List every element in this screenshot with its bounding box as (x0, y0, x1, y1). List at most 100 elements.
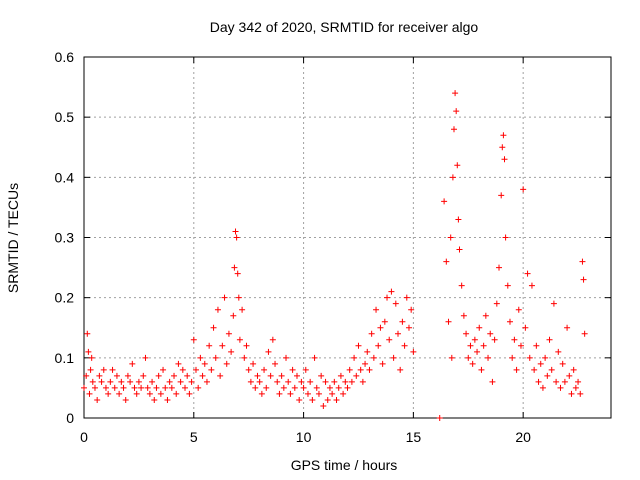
data-point (219, 342, 226, 349)
data-point (348, 378, 355, 385)
data-point (267, 372, 274, 379)
data-point (113, 372, 120, 379)
data-point (539, 384, 546, 391)
data-point (250, 360, 257, 367)
data-point (408, 306, 415, 313)
data-point (561, 378, 568, 385)
data-point (500, 132, 507, 139)
y-tick-label: 0.3 (55, 230, 75, 246)
data-point (140, 372, 147, 379)
data-point (455, 216, 462, 223)
data-point (463, 330, 470, 337)
data-point (480, 342, 487, 349)
data-point (298, 378, 305, 385)
data-point (247, 378, 254, 385)
data-point (239, 306, 246, 313)
data-point (454, 162, 461, 169)
y-tick-label: 0.2 (55, 290, 75, 306)
data-point (210, 324, 217, 331)
data-point (326, 384, 333, 391)
data-point (100, 366, 107, 373)
data-point (296, 396, 303, 403)
data-point (263, 384, 270, 391)
data-point (392, 300, 399, 307)
data-point (399, 318, 406, 325)
data-point (85, 348, 92, 355)
data-point (230, 312, 237, 319)
data-point (491, 336, 498, 343)
data-point (98, 378, 105, 385)
data-point (291, 384, 298, 391)
data-point (403, 294, 410, 301)
data-point (460, 312, 467, 319)
data-point (476, 324, 483, 331)
data-point (131, 384, 138, 391)
x-tick-label: 5 (190, 429, 198, 445)
data-point (276, 390, 283, 397)
data-point (355, 342, 362, 349)
data-point (485, 354, 492, 361)
data-point (566, 372, 573, 379)
data-point (155, 372, 162, 379)
data-point (269, 336, 276, 343)
data-point (535, 378, 542, 385)
data-point (553, 378, 560, 385)
data-point (287, 390, 294, 397)
data-point (524, 270, 531, 277)
data-point (160, 366, 167, 373)
data-point (186, 390, 193, 397)
data-point (315, 390, 322, 397)
data-point (366, 366, 373, 373)
data-point (261, 366, 268, 373)
data-point (544, 372, 551, 379)
data-point (456, 246, 463, 253)
x-tick-label: 10 (296, 429, 312, 445)
data-point (364, 348, 371, 355)
data-point (559, 360, 566, 367)
data-point (274, 378, 281, 385)
data-point (478, 366, 485, 373)
data-point (550, 300, 557, 307)
data-point (368, 330, 375, 337)
data-point (192, 366, 199, 373)
data-point (526, 354, 533, 361)
y-tick-label: 0.1 (55, 350, 75, 366)
data-point (450, 126, 457, 133)
data-point (252, 384, 259, 391)
data-point (149, 378, 156, 385)
x-tick-label: 20 (515, 429, 531, 445)
data-point (225, 330, 232, 337)
grid (84, 57, 611, 418)
data-point (572, 384, 579, 391)
data-point (375, 342, 382, 349)
data-point (458, 282, 465, 289)
data-point (353, 372, 360, 379)
data-point (390, 354, 397, 361)
data-point (373, 306, 380, 313)
data-point (474, 348, 481, 355)
data-point (555, 348, 562, 355)
data-point (309, 396, 316, 403)
data-point (144, 384, 151, 391)
data-point (233, 234, 240, 241)
data-point (236, 336, 243, 343)
data-point (153, 384, 160, 391)
data-point (102, 384, 109, 391)
data-point (135, 378, 142, 385)
data-point (179, 366, 186, 373)
data-point (214, 306, 221, 313)
data-point (511, 336, 518, 343)
data-point (471, 336, 478, 343)
data-point (320, 402, 327, 409)
x-axis-label: GPS time / hours (291, 457, 398, 473)
data-point (231, 264, 238, 271)
data-point (496, 264, 503, 271)
data-point (447, 234, 454, 241)
data-point (272, 360, 279, 367)
data-point (506, 318, 513, 325)
data-point (377, 324, 384, 331)
data-point (331, 378, 338, 385)
data-point (533, 342, 540, 349)
data-point (116, 390, 123, 397)
